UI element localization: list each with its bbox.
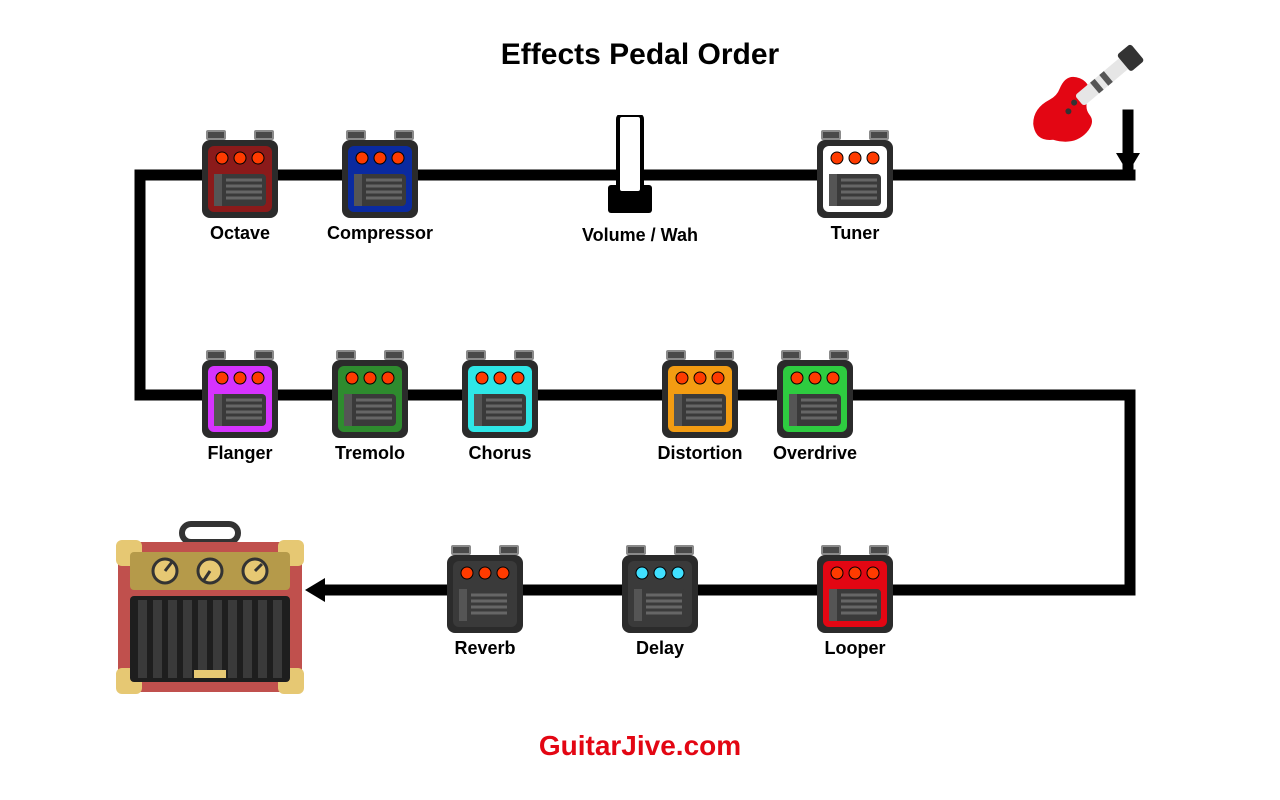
pedal-label-looper: Looper: [785, 638, 925, 659]
pedal-tuner: Tuner: [815, 128, 895, 225]
brand-link: GuitarJive.com: [0, 730, 1280, 762]
pedal-label-compressor: Compressor: [310, 223, 450, 244]
guitar-icon: [1010, 40, 1160, 165]
amp-icon: [110, 520, 310, 705]
pedal-label-octave: Octave: [170, 223, 310, 244]
volume-wah-pedal: Volume / Wah: [600, 115, 660, 230]
pedal-tremolo: Tremolo: [330, 348, 410, 445]
pedal-flanger: Flanger: [200, 348, 280, 445]
pedal-overdrive: Overdrive: [775, 348, 855, 445]
pedal-distortion: Distortion: [660, 348, 740, 445]
pedal-reverb: Reverb: [445, 543, 525, 640]
pedal-chorus: Chorus: [460, 348, 540, 445]
pedal-label-tremolo: Tremolo: [300, 443, 440, 464]
pedal-delay: Delay: [620, 543, 700, 640]
pedal-label-delay: Delay: [590, 638, 730, 659]
pedal-octave: Octave: [200, 128, 280, 225]
pedal-looper: Looper: [815, 543, 895, 640]
pedal-label-chorus: Chorus: [430, 443, 570, 464]
pedal-label-distortion: Distortion: [630, 443, 770, 464]
pedal-label-reverb: Reverb: [415, 638, 555, 659]
pedal-compressor: Compressor: [340, 128, 420, 225]
pedal-label-flanger: Flanger: [170, 443, 310, 464]
pedal-label-tuner: Tuner: [785, 223, 925, 244]
volume-wah-label: Volume / Wah: [570, 225, 710, 246]
